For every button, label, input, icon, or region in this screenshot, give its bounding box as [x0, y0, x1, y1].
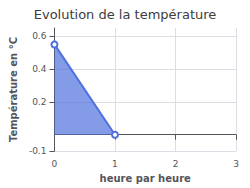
svg-text:3: 3: [233, 159, 239, 169]
svg-text:heure par heure: heure par heure: [100, 173, 191, 184]
svg-text:Evolution de la température: Evolution de la température: [34, 7, 217, 22]
svg-text:-0.1: -0.1: [29, 146, 47, 156]
svg-text:0.6: 0.6: [32, 31, 47, 41]
svg-text:0.4: 0.4: [32, 64, 47, 74]
svg-text:2: 2: [173, 159, 179, 169]
svg-text:1: 1: [112, 159, 118, 169]
svg-text:0: 0: [52, 159, 58, 169]
svg-text:Température en °C: Température en °C: [8, 37, 19, 142]
svg-text:0.2: 0.2: [32, 97, 46, 107]
